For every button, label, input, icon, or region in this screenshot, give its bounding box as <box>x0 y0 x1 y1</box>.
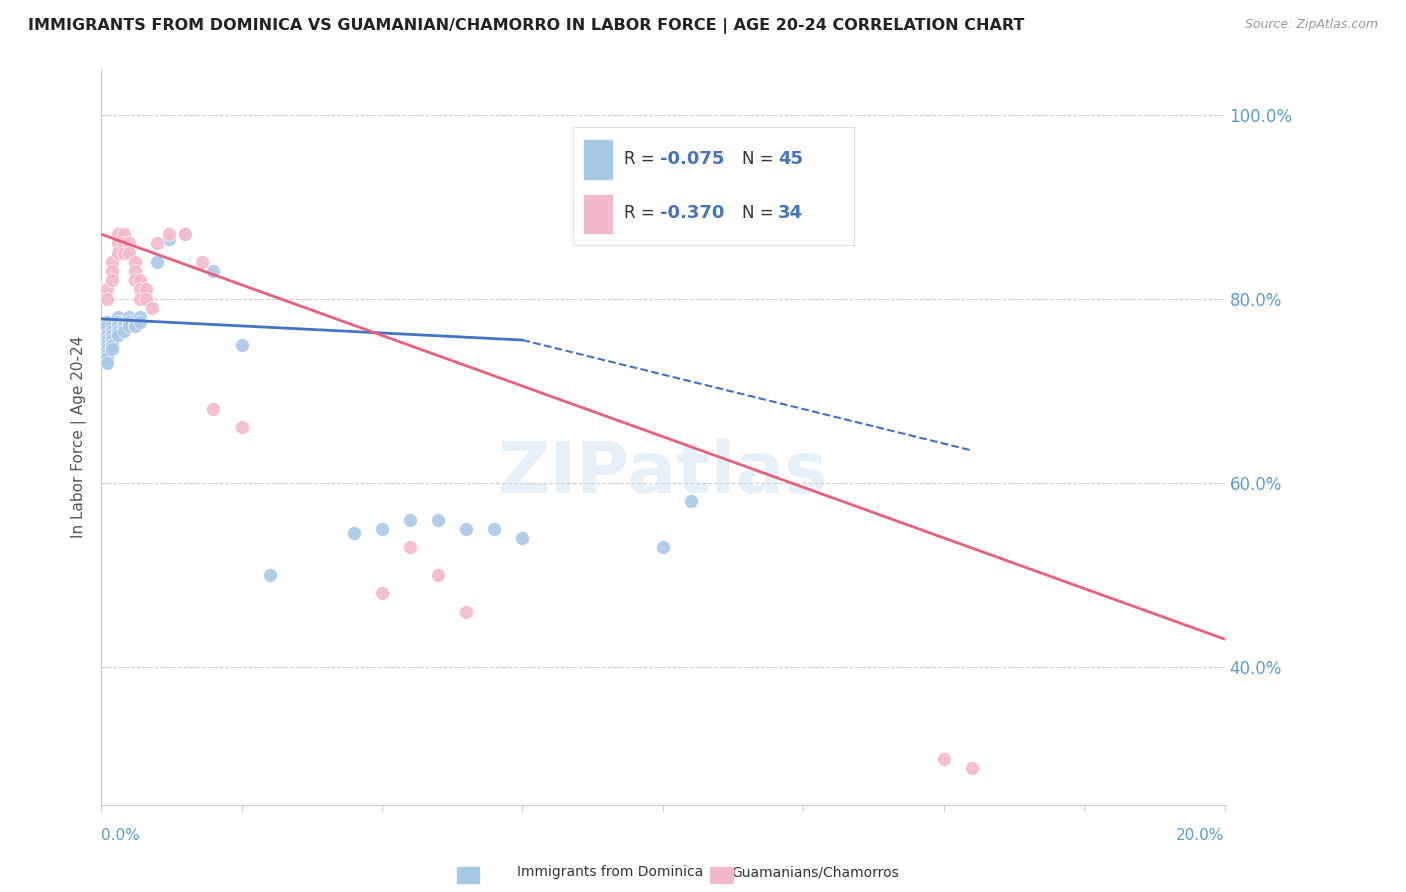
Point <box>112 245 135 260</box>
Text: ZIPatlas: ZIPatlas <box>498 439 828 508</box>
Point <box>107 310 129 324</box>
Point <box>101 264 124 278</box>
Point <box>651 540 673 554</box>
Y-axis label: In Labor Force | Age 20-24: In Labor Force | Age 20-24 <box>72 335 87 538</box>
Point <box>96 292 118 306</box>
Point <box>124 315 146 329</box>
Point <box>124 319 146 334</box>
Text: Guamanians/Chamorros: Guamanians/Chamorros <box>731 865 898 880</box>
Point <box>101 337 124 351</box>
Point <box>135 282 157 296</box>
Point <box>456 522 478 536</box>
Point <box>157 227 180 242</box>
Point <box>231 420 253 434</box>
Point <box>107 315 129 329</box>
Text: 0.0%: 0.0% <box>101 828 139 843</box>
Point <box>146 255 169 269</box>
Point <box>112 319 135 334</box>
Point <box>96 315 118 329</box>
Point <box>96 351 118 366</box>
Point <box>484 522 506 536</box>
Point <box>202 264 225 278</box>
Point <box>124 264 146 278</box>
Point <box>174 227 197 242</box>
Point <box>118 319 141 334</box>
Point <box>124 273 146 287</box>
Point <box>146 236 169 251</box>
Point <box>129 273 152 287</box>
Point <box>512 531 534 545</box>
Point <box>679 494 702 508</box>
Point <box>118 236 141 251</box>
Point <box>101 324 124 338</box>
Point <box>101 255 124 269</box>
Point <box>96 356 118 370</box>
Point <box>427 567 450 582</box>
Text: IMMIGRANTS FROM DOMINICA VS GUAMANIAN/CHAMORRO IN LABOR FORCE | AGE 20-24 CORREL: IMMIGRANTS FROM DOMINICA VS GUAMANIAN/CH… <box>28 18 1025 34</box>
Point <box>129 310 152 324</box>
Text: Source: ZipAtlas.com: Source: ZipAtlas.com <box>1244 18 1378 31</box>
Point <box>118 310 141 324</box>
Point <box>399 512 422 526</box>
Point <box>112 227 135 242</box>
Point <box>129 315 152 329</box>
Point <box>174 227 197 242</box>
Point <box>141 301 163 315</box>
Point <box>107 227 129 242</box>
Point <box>371 586 394 600</box>
Point <box>101 328 124 343</box>
Point <box>135 292 157 306</box>
Point <box>191 255 214 269</box>
Point <box>107 236 129 251</box>
Point <box>101 343 124 357</box>
Point <box>427 512 450 526</box>
Point <box>118 245 141 260</box>
Point <box>129 282 152 296</box>
Point <box>960 761 983 775</box>
Point <box>96 347 118 361</box>
Point <box>107 245 129 260</box>
Point <box>231 337 253 351</box>
Point <box>202 402 225 417</box>
Point <box>101 273 124 287</box>
Point <box>96 282 118 296</box>
Point <box>118 315 141 329</box>
Point <box>399 540 422 554</box>
Point <box>157 232 180 246</box>
Point <box>124 255 146 269</box>
Point <box>371 522 394 536</box>
Point <box>129 292 152 306</box>
Point <box>96 333 118 347</box>
Point <box>259 567 281 582</box>
Point <box>96 343 118 357</box>
Point <box>112 324 135 338</box>
Point <box>107 328 129 343</box>
Text: Immigrants from Dominica: Immigrants from Dominica <box>517 865 703 880</box>
Point <box>107 319 129 334</box>
Point <box>112 236 135 251</box>
Point <box>96 328 118 343</box>
Point <box>96 337 118 351</box>
Point <box>112 315 135 329</box>
Point <box>96 319 118 334</box>
Point <box>343 526 366 541</box>
Point <box>107 324 129 338</box>
Text: 20.0%: 20.0% <box>1177 828 1225 843</box>
Point <box>456 605 478 619</box>
Point <box>101 319 124 334</box>
Point <box>932 752 955 766</box>
Point <box>101 333 124 347</box>
